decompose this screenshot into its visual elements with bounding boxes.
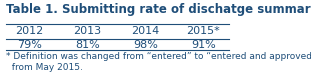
Text: 2013: 2013 [73, 26, 101, 36]
Text: 2014: 2014 [131, 26, 160, 36]
Text: 91%: 91% [191, 40, 216, 50]
Text: 81%: 81% [75, 40, 100, 50]
Text: 2015*: 2015* [187, 26, 220, 36]
Text: 2012: 2012 [15, 26, 43, 36]
Text: 79%: 79% [17, 40, 42, 50]
Text: Table 1. Submitting rate of dischatge summary: Table 1. Submitting rate of dischatge su… [6, 3, 311, 16]
Text: 98%: 98% [133, 40, 158, 50]
Text: * Definition was changed from “entered” to “entered and approved”
  from May 201: * Definition was changed from “entered” … [6, 52, 311, 72]
